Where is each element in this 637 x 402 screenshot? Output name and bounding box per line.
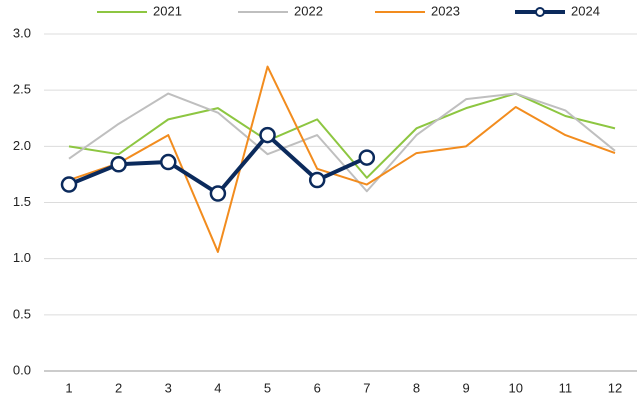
y-tick-label: 0.5 — [13, 306, 31, 321]
x-tick-label: 12 — [608, 380, 622, 395]
x-tick-label: 3 — [165, 380, 172, 395]
y-tick-label: 3.0 — [13, 25, 31, 40]
x-tick-label: 10 — [508, 380, 522, 395]
x-tick-label: 6 — [314, 380, 321, 395]
series-line — [68, 65, 616, 253]
legend-label: 2022 — [294, 3, 323, 18]
point-marker — [209, 185, 227, 202]
point-marker — [160, 153, 177, 171]
legend-label: 2021 — [153, 3, 182, 18]
y-tick-label: 0.0 — [13, 362, 31, 377]
x-tick-label: 8 — [413, 380, 420, 395]
point-marker — [110, 156, 127, 173]
point-marker — [358, 149, 376, 166]
legend-label: 2023 — [431, 3, 460, 18]
point-marker — [60, 176, 78, 193]
x-tick-label: 7 — [363, 380, 370, 395]
series-line — [68, 92, 616, 179]
y-tick-label: 2.0 — [13, 138, 31, 153]
y-tick-label: 1.0 — [13, 250, 31, 265]
x-tick-label: 4 — [214, 380, 221, 395]
x-tick-label: 5 — [264, 380, 271, 395]
y-tick-label: 2.5 — [13, 82, 31, 97]
y-tick-label: 1.5 — [13, 194, 31, 209]
x-tick-label: 9 — [462, 380, 469, 395]
legend-label: 2024 — [571, 3, 600, 18]
point-marker — [259, 126, 276, 144]
x-tick-label: 1 — [65, 380, 72, 395]
series-line — [68, 92, 616, 193]
legend-marker — [535, 7, 545, 17]
x-tick-label: 11 — [559, 380, 573, 395]
x-tick-label: 2 — [115, 380, 122, 395]
point-marker — [308, 171, 326, 189]
